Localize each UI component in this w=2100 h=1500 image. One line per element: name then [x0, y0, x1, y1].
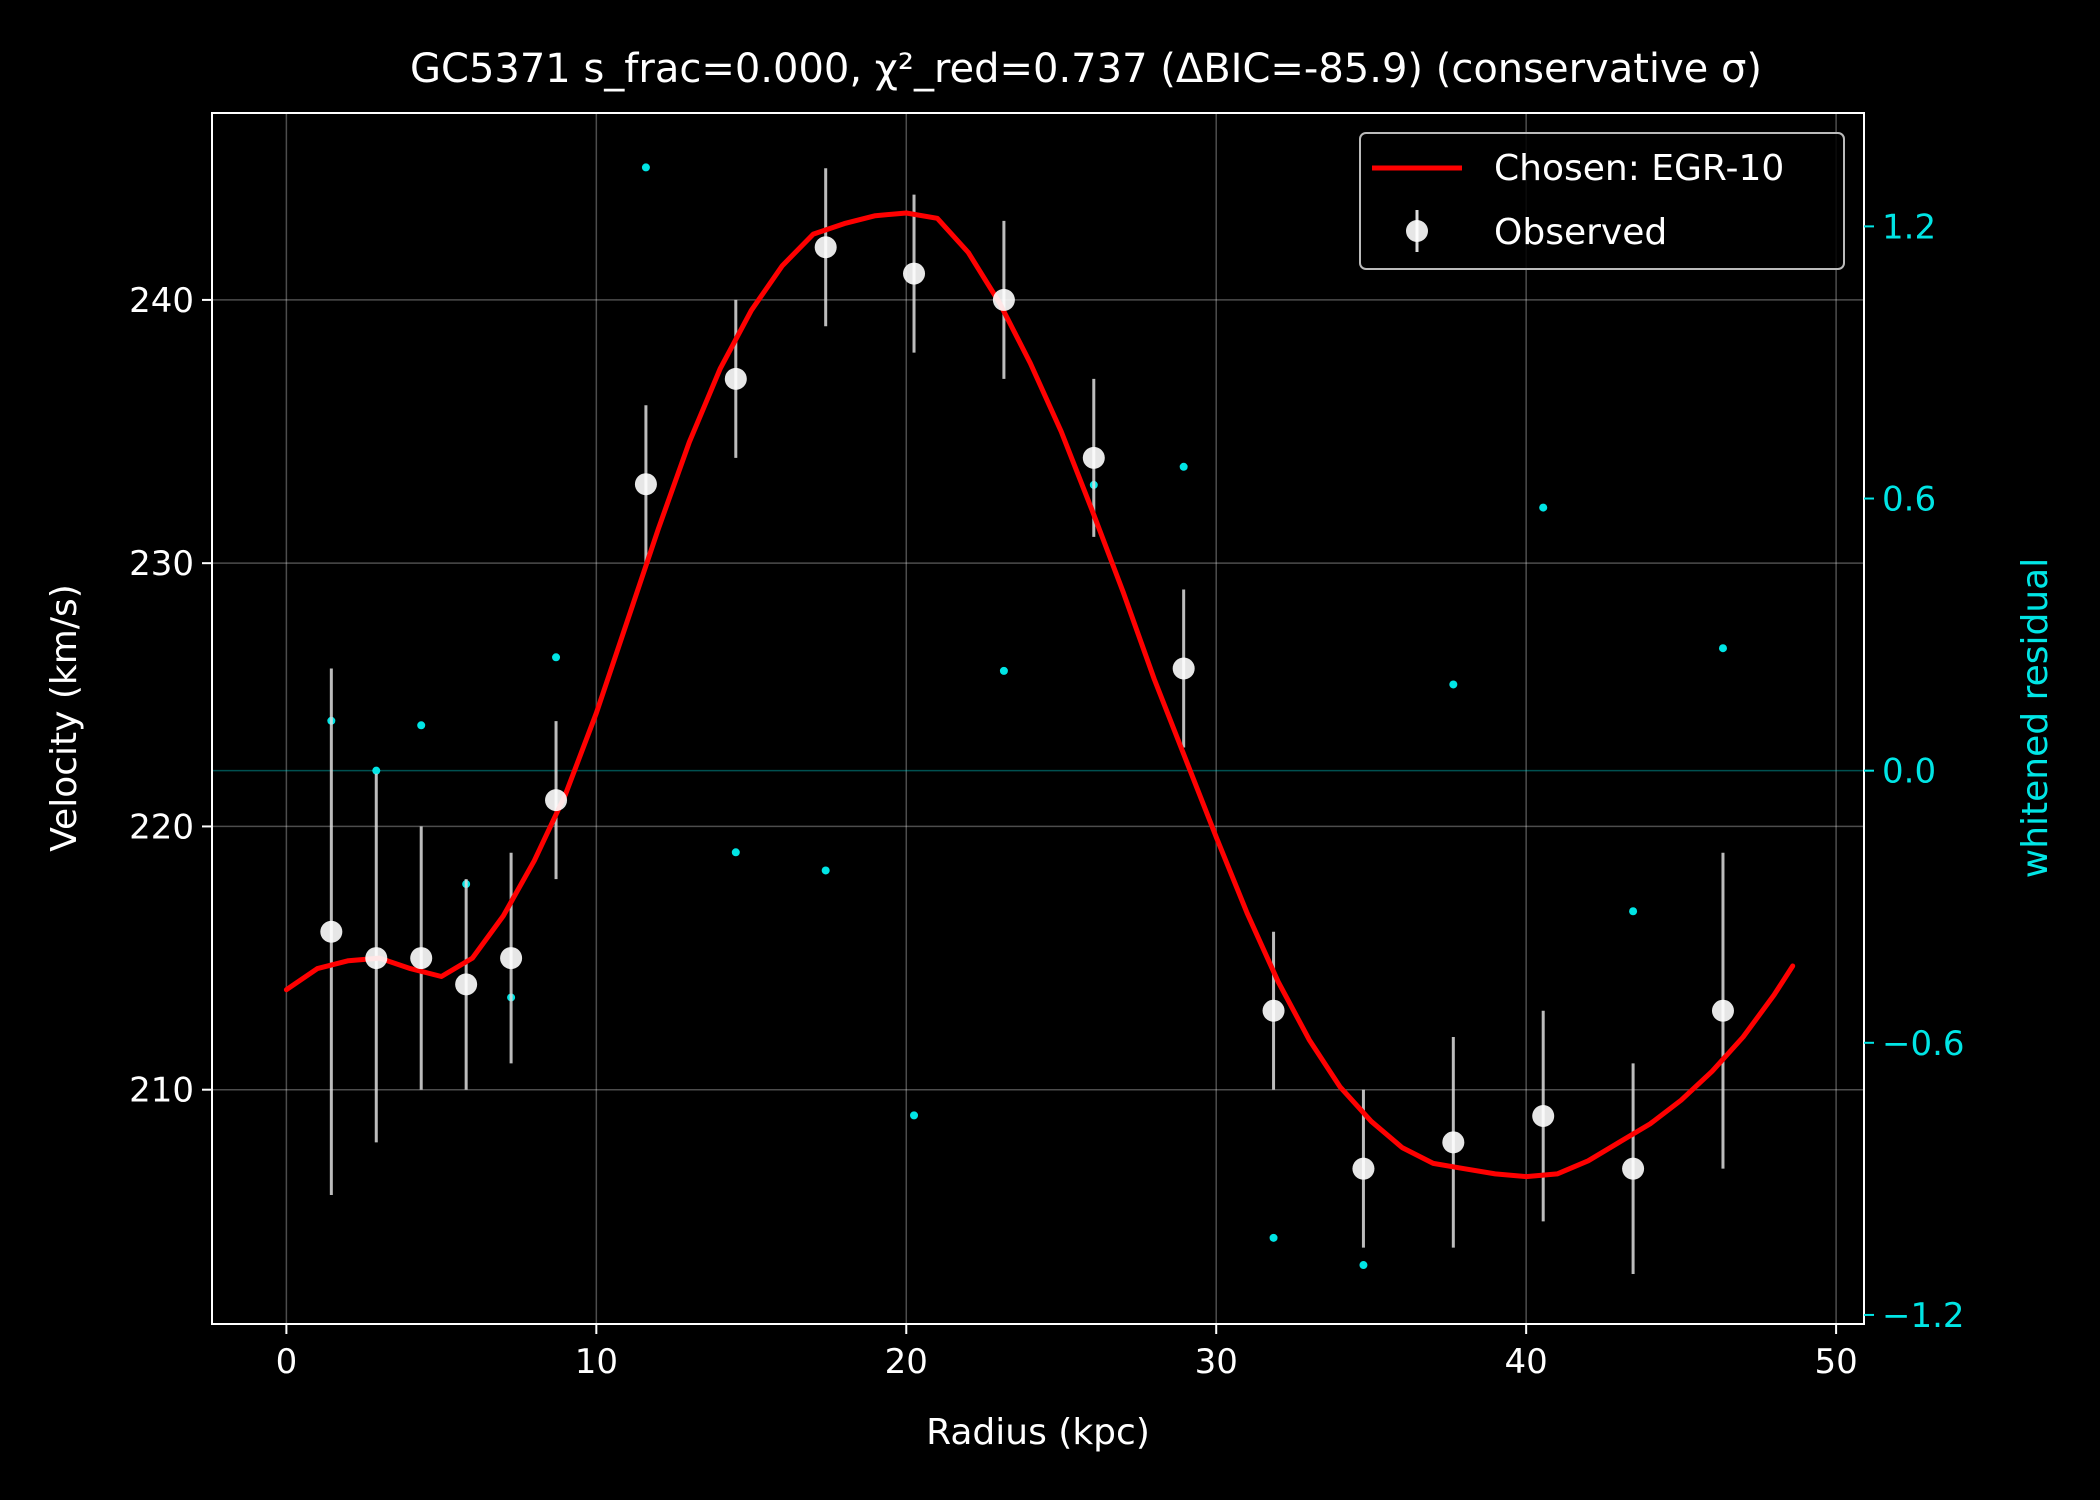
observed-point — [1442, 1131, 1465, 1154]
residual-point — [1449, 680, 1458, 689]
observed-point — [903, 262, 926, 285]
residual-point — [1179, 462, 1188, 471]
observed-point — [814, 236, 837, 259]
observed-point — [1352, 1157, 1375, 1180]
y2-tick-label: 0.6 — [1882, 480, 1936, 520]
residual-point — [910, 1111, 919, 1120]
y2-axis: −1.2 −0.6 0.0 0.6 1.2 — [1864, 207, 1965, 1336]
residual-point — [372, 766, 381, 775]
observed-point — [455, 973, 478, 996]
observed-point — [1622, 1157, 1645, 1180]
x-tick-label: 0 — [276, 1342, 298, 1382]
residual-point — [1269, 1233, 1278, 1242]
x-axis-label: Radius (kpc) — [926, 1412, 1150, 1453]
y-axis-label: Velocity (km/s) — [44, 584, 85, 852]
y2-tick-label: 1.2 — [1882, 207, 1936, 247]
legend-observed-label: Observed — [1494, 212, 1667, 253]
observed-point — [724, 367, 747, 390]
residual-point — [641, 163, 650, 172]
legend-box — [1359, 132, 1845, 270]
y-tick-label: 210 — [129, 1071, 194, 1111]
observed-point — [634, 473, 657, 496]
observed-point — [1082, 446, 1105, 469]
x-tick-label: 10 — [575, 1342, 618, 1382]
x-tick-label: 30 — [1195, 1342, 1238, 1382]
observed-point — [1532, 1105, 1555, 1128]
residual-point — [1359, 1261, 1368, 1270]
residual-point — [999, 666, 1008, 675]
y-tick-label: 220 — [129, 807, 194, 847]
observed-point — [320, 920, 343, 943]
x-axis: 0 10 20 30 40 50 — [276, 1324, 1858, 1382]
observed-points — [320, 236, 1734, 1180]
fit-line-path — [283, 210, 1796, 1180]
y-axis: 210 220 230 240 — [129, 281, 212, 1111]
chart-title: GC5371 s_frac=0.000, χ²_red=0.737 (ΔBIC=… — [410, 46, 1762, 92]
y2-tick-label: −0.6 — [1882, 1024, 1965, 1064]
plot-frame — [211, 112, 1865, 1325]
x-tick-label: 40 — [1505, 1342, 1548, 1382]
x-tick-label: 50 — [1814, 1342, 1857, 1382]
residual-point — [552, 653, 561, 662]
residual-point — [1539, 503, 1548, 512]
y-tick-label: 240 — [129, 281, 194, 321]
residual-points — [327, 163, 1727, 1270]
fit-line — [283, 210, 1796, 1180]
x-tick-label: 20 — [885, 1342, 928, 1382]
observed-point — [1172, 657, 1195, 680]
observed-point — [1711, 999, 1734, 1022]
legend-fit-label: Chosen: EGR-10 — [1494, 148, 1784, 189]
residual-point — [417, 721, 426, 730]
observed-point — [545, 789, 568, 812]
y-tick-label: 230 — [129, 544, 194, 584]
legend-observed-marker — [1406, 220, 1428, 242]
y2-tick-label: 0.0 — [1882, 752, 1936, 792]
observed-point — [1262, 999, 1285, 1022]
legend: Chosen: EGR-10 Observed — [1359, 132, 1845, 270]
residual-point — [1629, 907, 1638, 916]
residual-point — [1718, 644, 1727, 653]
observed-point — [365, 947, 388, 970]
observed-point — [500, 947, 523, 970]
residual-point — [731, 848, 740, 857]
observed-point — [992, 288, 1015, 311]
observed-point — [410, 947, 433, 970]
y2-axis-label: whitened residual — [2015, 558, 2056, 878]
y2-tick-label: −1.2 — [1882, 1296, 1965, 1336]
residual-point — [821, 866, 830, 875]
